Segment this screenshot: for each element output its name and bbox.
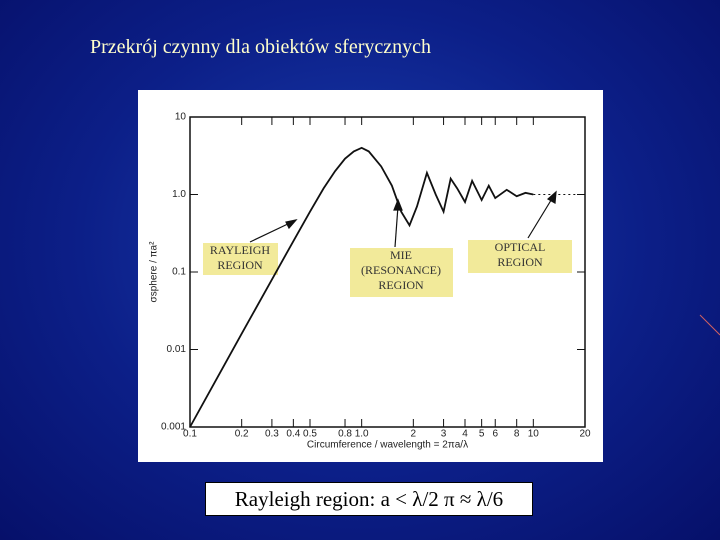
annotation-box [350, 248, 453, 297]
y-tick-label: 10 [175, 112, 187, 123]
annotation: (RESONANCE) [361, 263, 441, 277]
y-tick-label: 0.001 [161, 422, 186, 433]
annotation: OPTICAL [495, 240, 546, 254]
decoration [699, 314, 720, 336]
x-tick-label: 0.4 [286, 429, 300, 440]
slide-footer: Rayleigh region: a < λ/2 π ≈ λ/6 [205, 482, 533, 516]
y-tick-label: 0.1 [172, 267, 186, 278]
x-tick-label: 0.1 [183, 429, 197, 440]
annotation-box [203, 243, 278, 275]
x-tick-label: 8 [514, 429, 520, 440]
curve [189, 146, 534, 428]
annotation: REGION [497, 255, 543, 269]
x-tick-label: 0.8 [338, 429, 352, 440]
x-tick-label: 4 [462, 429, 468, 440]
x-tick-label: 1.0 [355, 429, 369, 440]
x-tick-label: 6 [492, 429, 498, 440]
x-tick-label: 2 [411, 429, 417, 440]
x-tick-label: 0.2 [235, 429, 249, 440]
x-tick-label: 10 [528, 429, 540, 440]
slide-title: Przekrój czynny dla obiektów sferycznych [90, 36, 431, 58]
x-tick-label: 3 [441, 429, 447, 440]
y-tick-label: 1.0 [172, 189, 186, 200]
annotation-box [468, 240, 572, 273]
y-axis-label: σsphere / πa² [149, 241, 160, 303]
x-tick-label: 5 [479, 429, 485, 440]
annotation: MIE [390, 248, 412, 262]
x-tick-label: 20 [579, 429, 591, 440]
annotation: REGION [217, 258, 263, 272]
y-tick-label: 0.01 [167, 344, 187, 355]
x-tick-label: 0.5 [303, 429, 317, 440]
x-axis-label: Circumference / wavelength = 2πa/λ [307, 440, 468, 451]
x-tick-label: 0.3 [265, 429, 279, 440]
annotation: RAYLEIGH [210, 243, 271, 257]
annotation: REGION [378, 278, 424, 292]
